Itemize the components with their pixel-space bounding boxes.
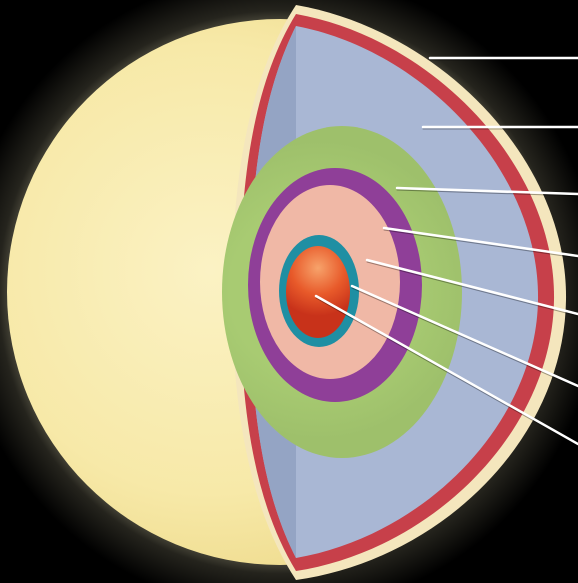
leader-shadow-5 [366,261,578,317]
leader-shadow-7 [315,297,578,447]
core [286,246,350,338]
leader-line-green-shell [395,186,578,196]
leader-lines [314,56,578,446]
leader-line-pink-shell [365,258,578,316]
leader-line-teal-shell [350,284,578,388]
leader-shadow-4 [383,229,578,259]
leader-line-shadows [315,59,578,447]
leader-shadow-6 [351,287,578,389]
leader-line-core [314,294,578,446]
leader-shadow-3 [396,189,578,197]
leader-line-purple-shell [382,226,578,258]
